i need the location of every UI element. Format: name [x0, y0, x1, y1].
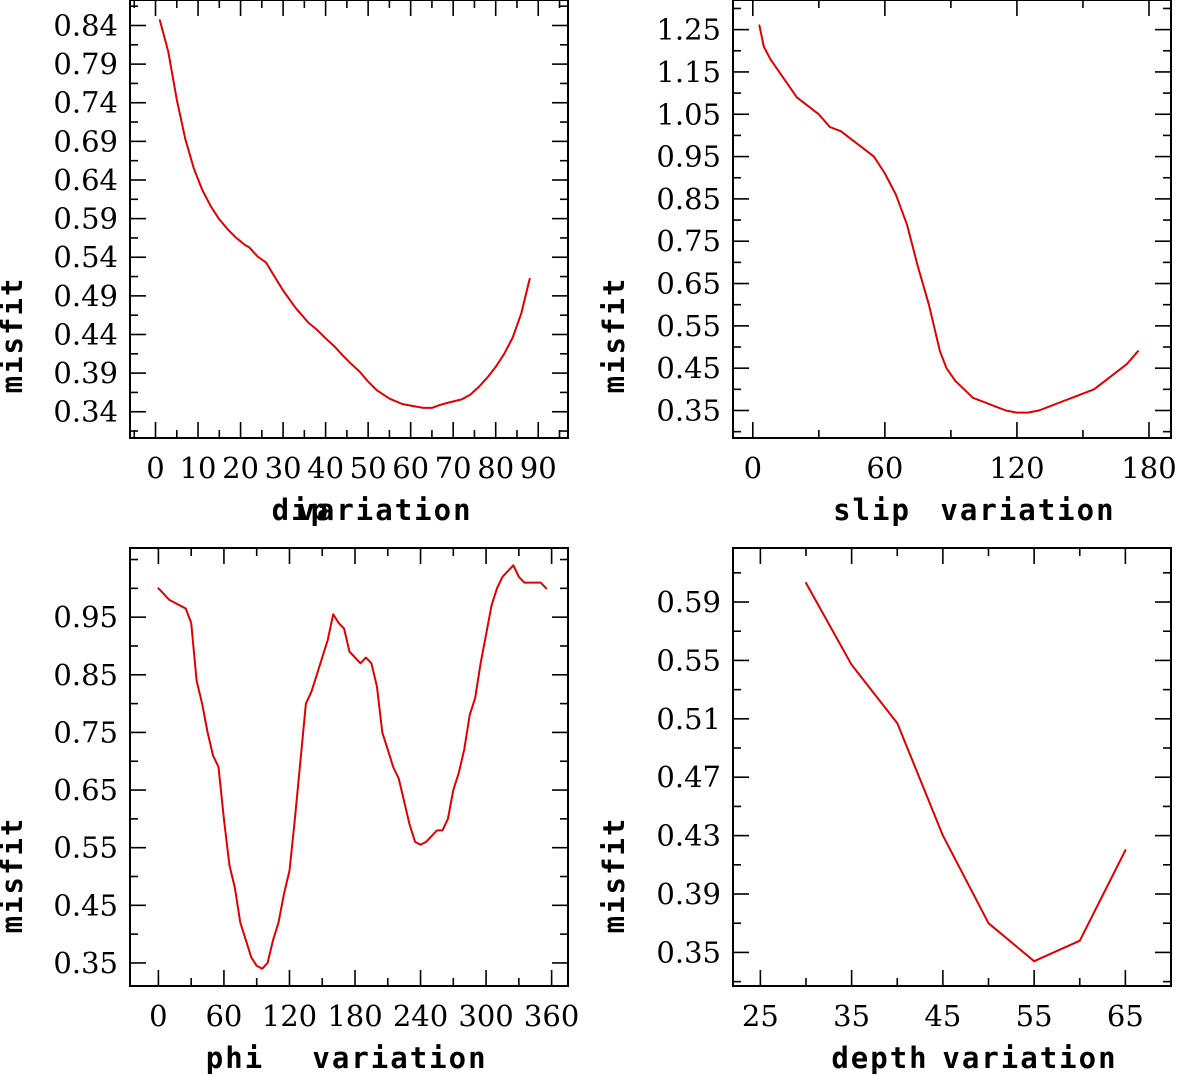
y-axis-label-slip: misfit — [597, 277, 631, 394]
x-tick-label: 80 — [477, 451, 514, 485]
x-tick-label: 30 — [265, 451, 302, 485]
y-tick-label: 0.79 — [53, 47, 118, 81]
y-tick-label: 0.44 — [53, 317, 118, 351]
x-tick-label: 0 — [146, 451, 164, 485]
y-tick-label: 0.35 — [656, 935, 721, 969]
plot-frame-slip — [732, 0, 1172, 439]
y-tick-label: 1.15 — [656, 55, 721, 89]
y-tick-label: 0.65 — [656, 267, 721, 301]
x-tick-label: 10 — [180, 451, 217, 485]
x-tick-label: 50 — [350, 451, 387, 485]
x-tick-label: 0 — [149, 999, 167, 1033]
x-tick-label: 60 — [866, 451, 903, 485]
x-tick-label: 35 — [833, 999, 870, 1033]
panel-depth: 0.350.390.430.470.510.550.59 25 35 45 55 65 … — [597, 547, 1172, 1075]
plot-frame-dip — [129, 0, 569, 439]
y-tick-label: 0.39 — [656, 877, 721, 911]
x-tick-label: 25 — [742, 999, 779, 1033]
y-tick-label: 0.43 — [656, 819, 721, 853]
y-tick-label: 0.84 — [53, 8, 118, 42]
y-tick-label: 0.54 — [53, 240, 118, 274]
x-tick-label: 0 — [744, 451, 762, 485]
y-tick-label: 0.85 — [656, 182, 721, 216]
x-tick-label: 45 — [924, 999, 961, 1033]
series-line-dip — [158, 19, 531, 409]
y-tick-label: 0.51 — [656, 702, 721, 736]
x-tick-labels-depth: 25 35 45 55 65 — [742, 999, 1144, 1033]
x-tick-label: 55 — [1016, 999, 1053, 1033]
x-axis-label-slip: slip — [833, 493, 911, 527]
panel-phi: 0.35 0.45 0.55 0.65 0.75 0.85 0.95 0 60 120 180 24… — [0, 547, 579, 1075]
y-tick-label: 0.85 — [53, 658, 118, 692]
x-tick-label: 70 — [435, 451, 472, 485]
y-tick-labels-phi: 0.35 0.45 0.55 0.65 0.75 0.85 0.95 — [53, 600, 118, 980]
y-tick-label: 0.55 — [656, 309, 721, 343]
y-tick-label: 0.95 — [53, 600, 118, 634]
x-axis-label-variation-dip: variation — [297, 493, 472, 527]
x-tick-label: 240 — [393, 999, 448, 1033]
y-tick-label: 0.59 — [53, 202, 118, 236]
y-tick-label: 0.35 — [656, 393, 721, 427]
x-tick-label: 60 — [205, 999, 242, 1033]
x-tick-label: 120 — [262, 999, 317, 1033]
y-tick-label: 0.65 — [53, 773, 118, 807]
panel-slip: 0.35 0.45 0.55 0.65 0.75 0.85 0.95 1.05 1.15 1.25… — [597, 0, 1177, 527]
x-tick-label: 90 — [520, 451, 557, 485]
x-tick-labels-dip: 0 10 20 30 40 50 60 70 80 90 — [146, 451, 556, 485]
x-tick-label: 20 — [222, 451, 259, 485]
y-tick-labels-depth: 0.35 0.39 0.43 0.47 0.51 0.55 0.59 — [656, 585, 721, 969]
x-tick-label: 360 — [524, 999, 579, 1033]
ticks-depth — [733, 548, 1172, 986]
y-tick-label: 0.64 — [53, 163, 118, 197]
panel-dip: 0.34 0.39 0.44 0.49 0.54 0.59 0.64 0.69 0.74 0.79… — [0, 0, 569, 527]
series-line-phi — [157, 564, 548, 970]
y-tick-label: 0.75 — [53, 715, 118, 749]
x-axis-label-depth: depth — [831, 1041, 928, 1075]
y-tick-label: 0.74 — [53, 86, 118, 120]
x-tick-label: 65 — [1107, 999, 1144, 1033]
y-tick-label: 0.34 — [53, 395, 118, 429]
y-axis-label-depth: misfit — [597, 817, 631, 934]
x-tick-label: 180 — [1121, 451, 1176, 485]
y-tick-label: 0.45 — [656, 351, 721, 385]
plot-frame-depth — [732, 547, 1172, 987]
y-tick-label: 0.59 — [656, 585, 721, 619]
y-tick-label: 0.35 — [53, 946, 118, 980]
x-tick-label: 120 — [989, 451, 1044, 485]
ticks-slip — [733, 0, 1171, 438]
y-axis-label-dip: misfit — [0, 277, 29, 394]
y-axis-label-phi: misfit — [0, 817, 29, 934]
x-tick-label: 60 — [392, 451, 429, 485]
x-tick-labels-phi: 0 60 120 180 240 300 360 — [149, 999, 579, 1033]
y-tick-label: 1.25 — [656, 13, 721, 47]
ticks-phi — [130, 548, 568, 986]
y-tick-labels-slip: 0.35 0.45 0.55 0.65 0.75 0.85 0.95 1.05 1.15 1.25 — [656, 13, 721, 428]
y-tick-label: 0.47 — [656, 760, 721, 794]
y-tick-label: 1.05 — [656, 97, 721, 131]
y-tick-label: 0.95 — [656, 140, 721, 174]
y-tick-label: 0.49 — [53, 279, 118, 313]
x-tick-label: 180 — [327, 999, 382, 1033]
series-line-depth — [805, 582, 1127, 963]
x-axis-label-variation-slip: variation — [940, 493, 1115, 527]
y-tick-label: 0.39 — [53, 356, 118, 390]
y-tick-label: 0.45 — [53, 888, 118, 922]
x-axis-label-phi: phi — [206, 1041, 264, 1075]
y-tick-labels-dip: 0.34 0.39 0.44 0.49 0.54 0.59 0.64 0.69 0.74 0.79… — [53, 8, 118, 428]
y-tick-label: 0.69 — [53, 124, 118, 158]
y-tick-label: 0.75 — [656, 224, 721, 258]
ticks-dip — [130, 0, 568, 438]
y-tick-label: 0.55 — [53, 831, 118, 865]
x-axis-label-dip: dip — [272, 493, 330, 527]
series-line-slip — [758, 24, 1139, 414]
x-axis-label-variation-phi: variation — [312, 1041, 487, 1075]
x-axis-label-variation-depth: variation — [942, 1041, 1117, 1075]
plot-frame-phi — [129, 547, 569, 987]
y-tick-label: 0.55 — [656, 643, 721, 677]
x-tick-label: 40 — [307, 451, 344, 485]
x-tick-labels-slip: 0 60 120 180 — [744, 451, 1177, 485]
x-tick-label: 300 — [458, 999, 513, 1033]
